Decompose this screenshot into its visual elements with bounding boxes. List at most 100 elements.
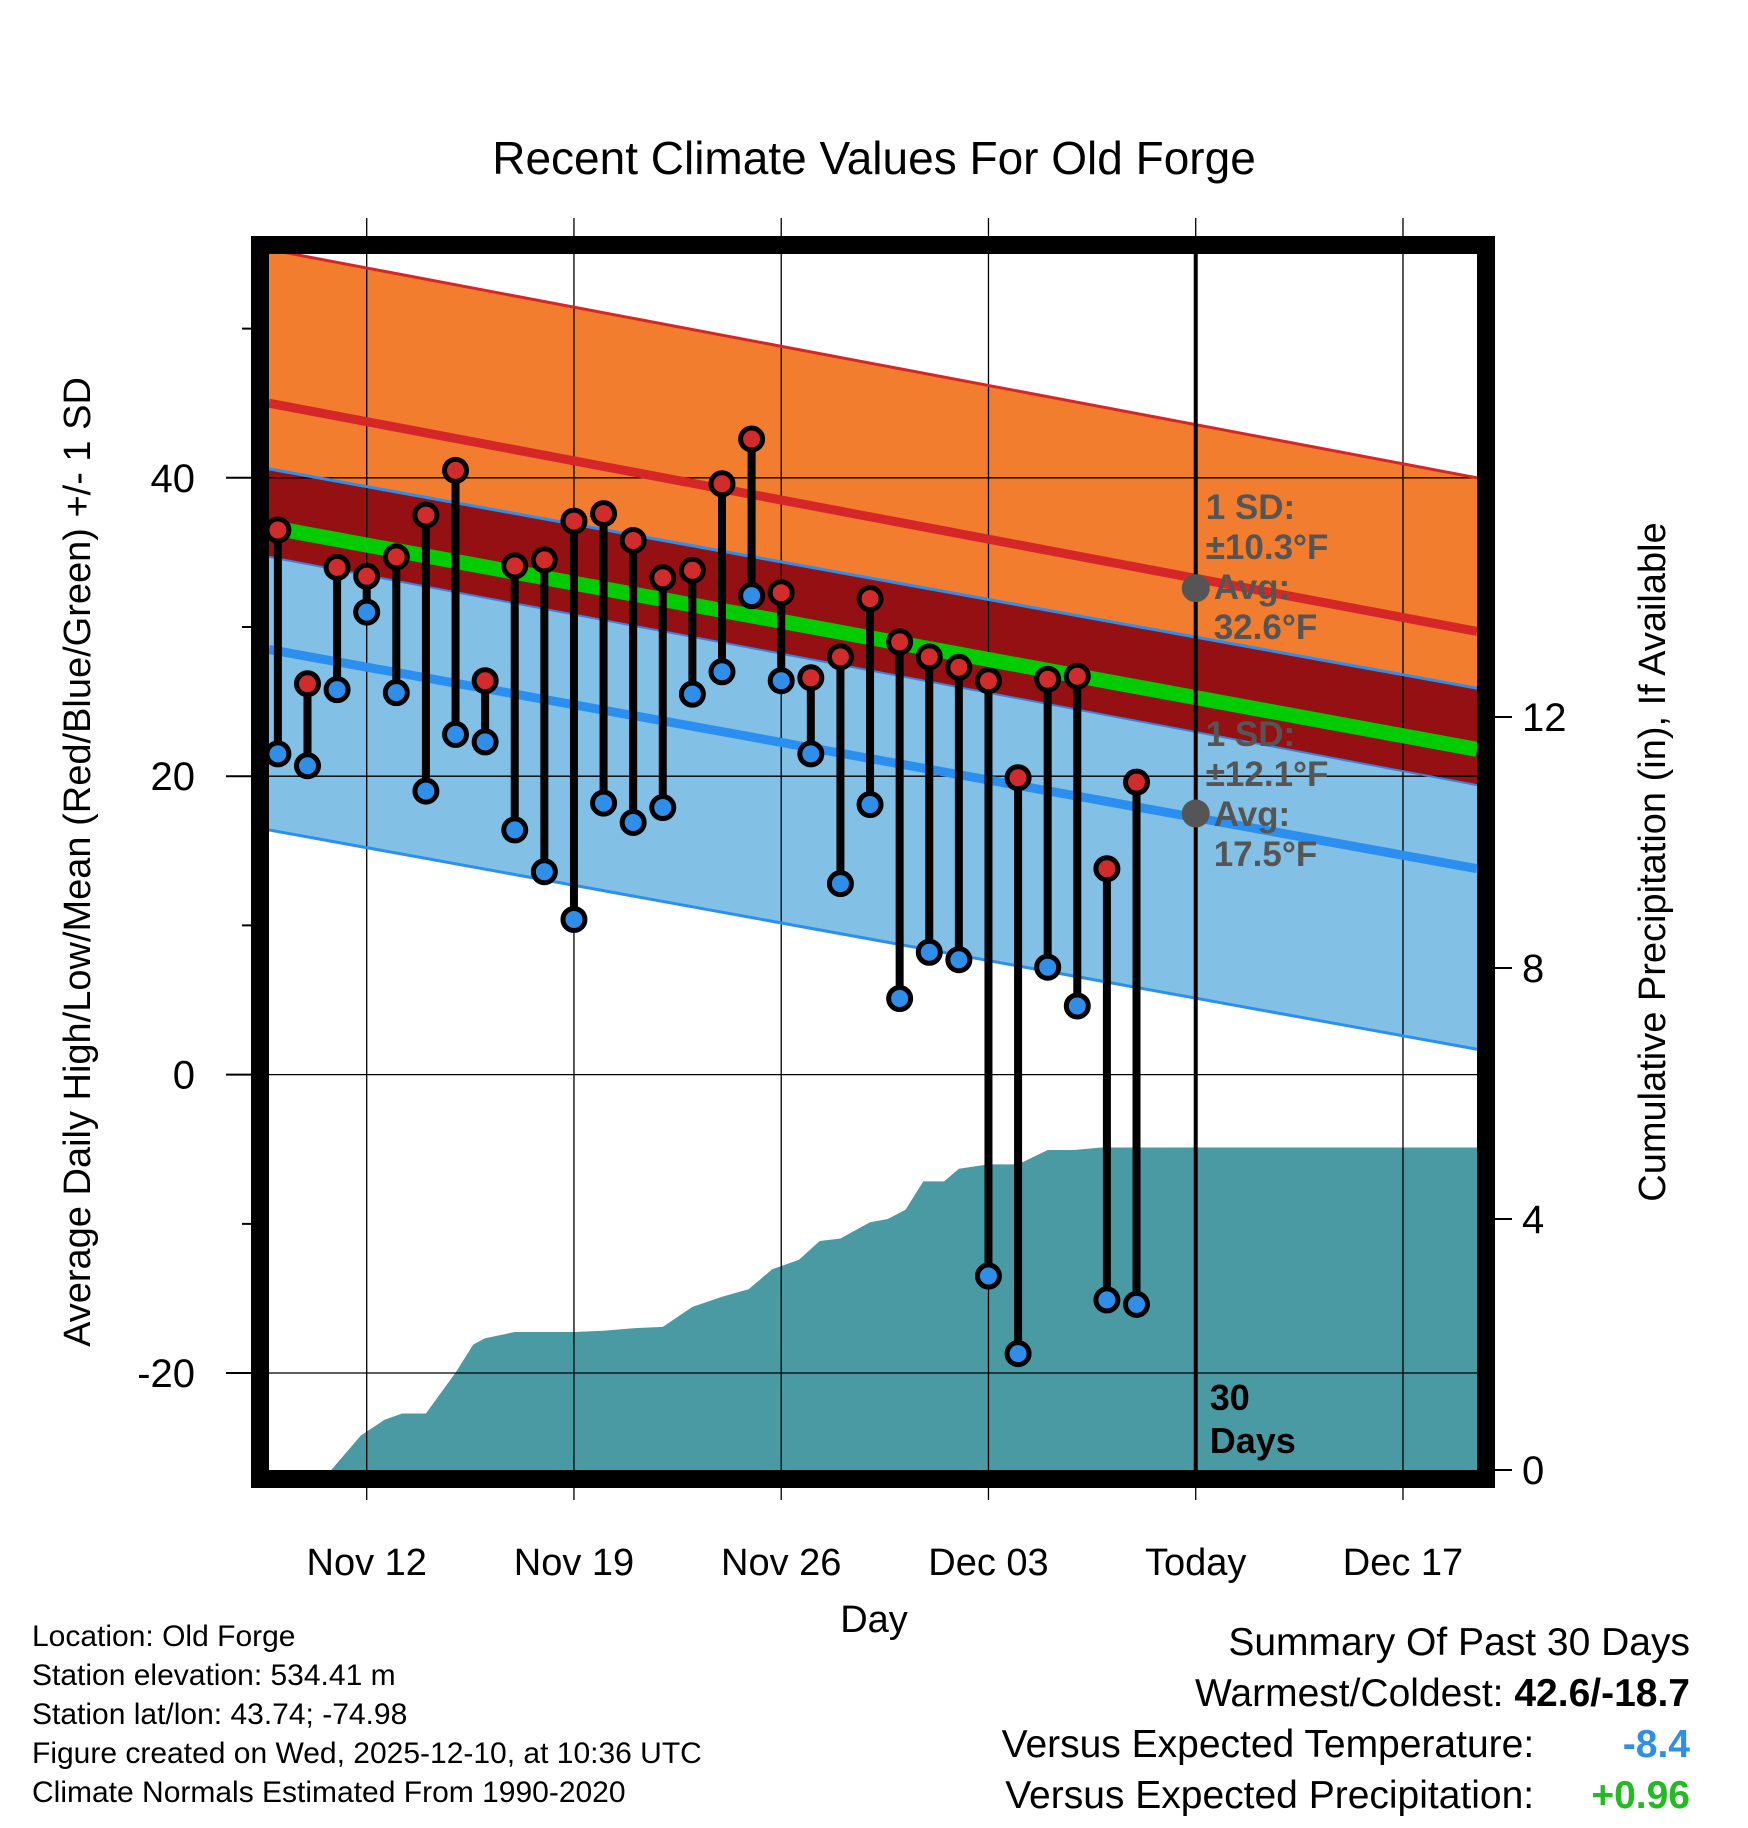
daily-low-point (264, 740, 292, 768)
right-axis-label: Cumulative Precipitation (in), If Availa… (1632, 522, 1674, 1201)
daily-low-point (856, 791, 884, 819)
high-sd-annotation: Avg: (1214, 568, 1290, 607)
high-plus-sd-line (268, 248, 1478, 480)
daily-low-point (708, 658, 736, 686)
high-avg-marker (1181, 574, 1210, 603)
x-tick-label: Today (1145, 1542, 1246, 1584)
precip-area (269, 1147, 1477, 1470)
daily-low-point (1063, 992, 1091, 1020)
daily-high-point (1123, 768, 1151, 796)
summary-precip: Versus Expected Precipitation: +0.96 (1002, 1770, 1690, 1821)
x-tick-label: Dec 03 (928, 1542, 1048, 1584)
daily-high-point (264, 516, 292, 544)
daily-high-point (767, 579, 795, 607)
daily-low-point (530, 858, 558, 886)
plot-frame (251, 236, 1495, 1488)
daily-low-point (649, 794, 677, 822)
left-tick-label: 40 (151, 457, 196, 501)
daily-low-point (442, 720, 470, 748)
daily-low-point (323, 676, 351, 704)
daily-high-point (915, 643, 943, 671)
daily-low-point (501, 816, 529, 844)
daily-low-point (293, 752, 321, 780)
temp-label: Versus Expected Temperature: (1001, 1723, 1535, 1766)
right-tick-label: 12 (1522, 696, 1567, 740)
daily-high-point (530, 546, 558, 574)
right-tick-label: 8 (1522, 947, 1544, 991)
daily-low-point (471, 728, 499, 756)
daily-low-point (945, 946, 973, 974)
daily-low-point (590, 789, 618, 817)
daily-high-point (649, 564, 677, 592)
right-tick-label: 4 (1522, 1198, 1544, 1242)
x-tick-label: Nov 19 (514, 1542, 634, 1584)
daily-low-point (797, 740, 825, 768)
window-label: Days (1210, 1420, 1296, 1461)
low-avg-marker (1181, 799, 1210, 828)
left-tick-label: 0 (173, 1054, 195, 1098)
daily-high-point (886, 628, 914, 656)
window-label: 30 (1210, 1377, 1250, 1418)
x-axis-label: Day (840, 1599, 908, 1641)
left-tick-label: -20 (137, 1352, 195, 1396)
latlon-text: Station lat/lon: 43.74; -74.98 (32, 1698, 408, 1731)
daily-low-point (1004, 1340, 1032, 1368)
summary-title: Summary Of Past 30 Days (1228, 1621, 1690, 1664)
precip-label: Versus Expected Precipitation: (1005, 1774, 1535, 1817)
daily-high-point (501, 552, 529, 580)
daily-low-point (382, 679, 410, 707)
low-sd-annotation: 1 SD: (1206, 715, 1295, 754)
daily-high-point (590, 500, 618, 528)
left-axis-label: Average Daily High/Low/Mean (Red/Blue/Gr… (57, 377, 99, 1347)
station-info: Location: Old Forge Station elevation: 5… (32, 1617, 702, 1812)
low-sd-annotation: 17.5°F (1214, 835, 1318, 874)
low-sd-annotation: ±12.1°F (1206, 755, 1329, 794)
location-text: Location: Old Forge (32, 1620, 296, 1653)
elevation-text: Station elevation: 534.41 m (32, 1659, 396, 1692)
warm-cold-value: 42.6/-18.7 (1514, 1672, 1690, 1715)
daily-low-point (1093, 1286, 1121, 1314)
daily-high-point (974, 667, 1002, 695)
temp-value: -8.4 (1622, 1723, 1690, 1766)
daily-high-point (1093, 855, 1121, 883)
daily-high-point (826, 643, 854, 671)
daily-high-point (738, 425, 766, 453)
daily-high-point (412, 501, 440, 529)
daily-low-point (1123, 1290, 1151, 1318)
daily-low-point (738, 582, 766, 610)
daily-low-point (1034, 953, 1062, 981)
daily-high-point (945, 653, 973, 681)
daily-high-point (619, 526, 647, 554)
high-sd-annotation: 1 SD: (1206, 488, 1295, 527)
summary-temp: Versus Expected Temperature: -8.4 (1002, 1719, 1690, 1770)
summary-warm-cold: Warmest/Coldest: 42.6/-18.7 (1002, 1668, 1690, 1719)
daily-high-point (353, 562, 381, 590)
daily-high-point (442, 456, 470, 484)
daily-high-point (1034, 665, 1062, 693)
daily-low-point (915, 938, 943, 966)
high-sd-annotation: 32.6°F (1214, 608, 1318, 647)
daily-low-point (560, 905, 588, 933)
x-tick-label: Dec 17 (1343, 1542, 1463, 1584)
x-tick-label: Nov 12 (307, 1542, 427, 1584)
daily-low-point (412, 777, 440, 805)
daily-low-point (678, 680, 706, 708)
high-sd-annotation: ±10.3°F (1206, 528, 1329, 567)
precip-value: +0.96 (1591, 1774, 1690, 1817)
daily-low-point (886, 985, 914, 1013)
warm-cold-label: Warmest/Coldest: (1195, 1672, 1504, 1715)
summary-panel: Summary Of Past 30 Days Warmest/Coldest:… (1002, 1617, 1690, 1821)
daily-high-point (1063, 662, 1091, 690)
low-sd-annotation: Avg: (1214, 795, 1290, 834)
daily-low-point (826, 870, 854, 898)
low-minus-sd-line (268, 828, 1478, 1051)
daily-high-point (856, 585, 884, 613)
daily-low-point (619, 808, 647, 836)
x-tick-label: Nov 26 (721, 1542, 841, 1584)
daily-low-point (353, 598, 381, 626)
created-text: Figure created on Wed, 2025-12-10, at 10… (32, 1737, 702, 1770)
high-mean-line (268, 398, 1478, 636)
daily-high-point (1004, 764, 1032, 792)
daily-high-point (678, 556, 706, 584)
